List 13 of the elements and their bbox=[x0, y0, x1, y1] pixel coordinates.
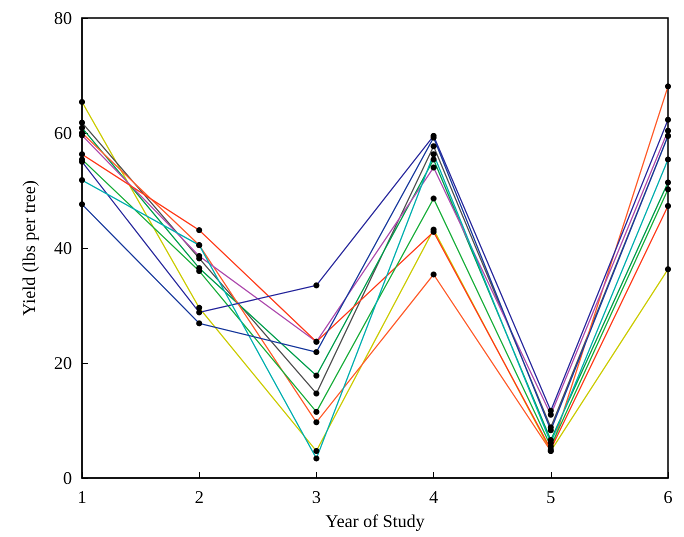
x-tick-label: 3 bbox=[312, 487, 321, 507]
y-tick-label: 0 bbox=[63, 468, 72, 488]
y-axis-title: Yield (lbs per tree) bbox=[19, 180, 39, 316]
x-tick-label: 6 bbox=[664, 487, 672, 507]
y-tick-label: 20 bbox=[54, 353, 72, 373]
x-tick-label: 4 bbox=[429, 487, 438, 507]
y-tick-label: 60 bbox=[54, 123, 72, 143]
x-tick-label: 2 bbox=[194, 487, 204, 507]
x-axis-title: Year of Study bbox=[325, 511, 425, 531]
y-tick-label: 40 bbox=[54, 238, 72, 258]
x-tick-label: 1 bbox=[78, 487, 86, 507]
x-tick-label: 5 bbox=[546, 487, 556, 507]
y-tick-label: 80 bbox=[54, 8, 72, 28]
